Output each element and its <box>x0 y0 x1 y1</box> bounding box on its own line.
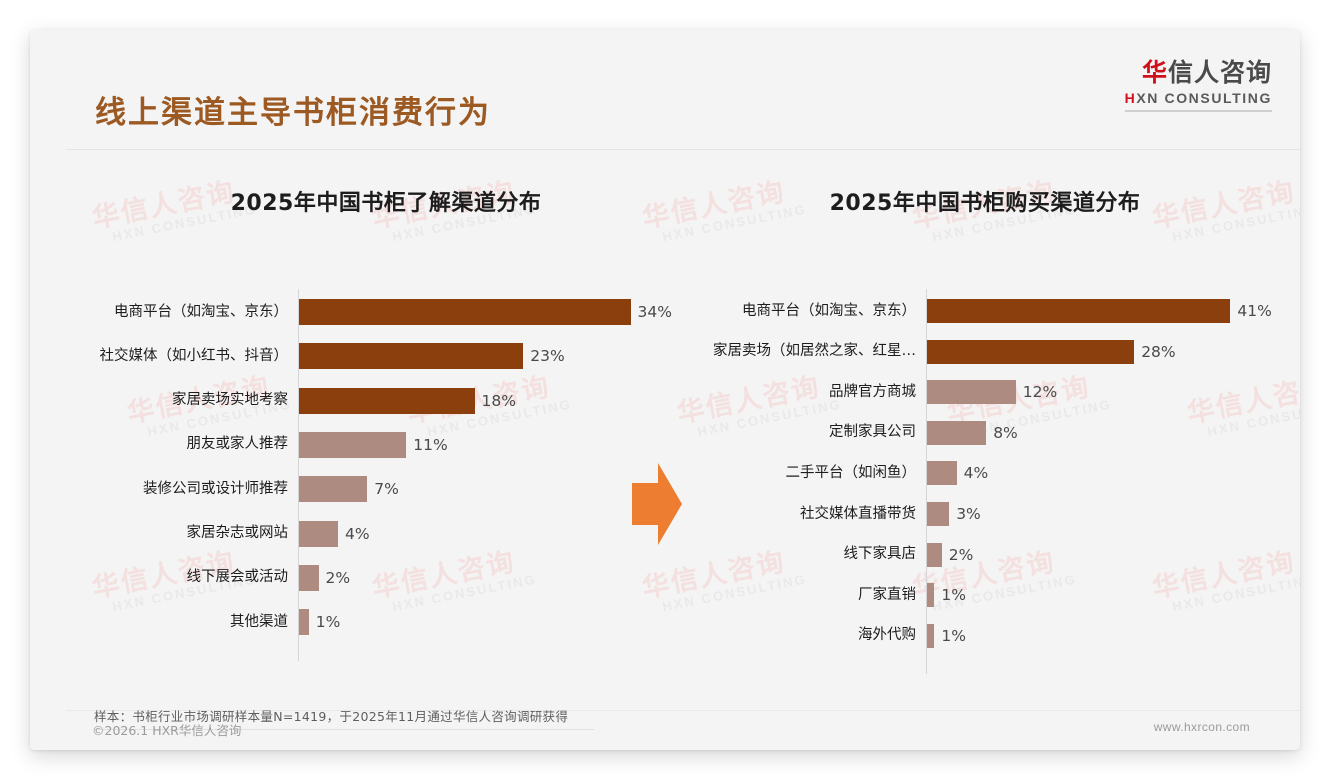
chart-bar-row: 线下家具店 2% <box>670 542 1300 567</box>
bar-category-label: 家居卖场实地考察 <box>172 392 288 409</box>
bar <box>927 502 950 526</box>
bar <box>299 609 309 636</box>
bar <box>927 380 1016 405</box>
bar <box>299 476 368 503</box>
chart-bar-row: 社交媒体（如小红书、抖音） 23% <box>66 343 706 370</box>
bar <box>927 299 1231 323</box>
logo-chars-rest: 信人咨询 <box>1167 59 1272 87</box>
bar <box>299 343 524 370</box>
bar-category-label: 品牌官方商城 <box>829 383 916 400</box>
bar-value-label: 12% <box>1022 383 1058 402</box>
bar <box>927 623 935 648</box>
chart-bar-row: 二手平台（如闲鱼） 4% <box>670 461 1300 486</box>
bar <box>927 542 942 567</box>
bar <box>299 431 407 458</box>
bar <box>927 420 987 445</box>
chart-bar-row: 家居卖场实地考察 18% <box>66 387 706 414</box>
chart-bar-row: 装修公司或设计师推荐 7% <box>66 476 706 503</box>
bar-category-label: 定制家具公司 <box>829 424 916 441</box>
bar-value-label: 3% <box>956 505 981 523</box>
bar-value-label: 2% <box>325 568 351 587</box>
bar-category-label: 家居杂志或网站 <box>186 525 289 541</box>
bar-value-label: 23% <box>530 347 565 366</box>
bar <box>299 299 631 325</box>
chart-axis <box>926 289 927 675</box>
chart-bar-row: 定制家具公司 8% <box>670 420 1300 445</box>
chart-bar-row: 家居卖场（如居然之家、红星… 28% <box>670 339 1300 364</box>
bar-value-label: 1% <box>941 626 966 645</box>
bar <box>299 387 475 414</box>
bar-category-label: 线下展会或活动 <box>186 569 289 586</box>
header-divider <box>66 149 1300 150</box>
bar-category-label: 二手平台（如闲鱼） <box>785 464 917 481</box>
bar-value-label: 34% <box>637 303 672 321</box>
bar <box>927 583 935 608</box>
logo-english: HXN CONSULTING <box>1125 90 1272 106</box>
bar-value-label: 7% <box>374 480 399 499</box>
bar-value-label: 41% <box>1237 302 1272 320</box>
bar-category-label: 其他渠道 <box>230 613 288 630</box>
logo-char-hua: 华 <box>1141 59 1168 87</box>
bar-value-label: 4% <box>345 524 370 543</box>
logo-en-rest: XN CONSULTING <box>1136 89 1272 106</box>
chart-title-purchase: 2025年中国书柜购买渠道分布 <box>829 191 1141 216</box>
bar-category-label: 海外代购 <box>858 627 916 644</box>
bar-value-label: 1% <box>315 613 341 632</box>
chart-bar-row: 电商平台（如淘宝、京东） 34% <box>66 299 706 325</box>
logo-chinese: 华信人咨询 <box>1125 59 1272 88</box>
company-logo: 华信人咨询 HXN CONSULTING <box>1124 59 1272 112</box>
bar-category-label: 电商平台（如淘宝、京东） <box>114 303 288 320</box>
bar-category-label: 社交媒体直播带货 <box>800 505 916 522</box>
chart-bar-row: 品牌官方商城 12% <box>670 380 1300 405</box>
page-title: 线上渠道主导书柜消费行为 <box>95 95 491 131</box>
chart-bar-row: 家居杂志或网站 4% <box>66 520 706 547</box>
bar-value-label: 4% <box>963 464 989 483</box>
footer-divider <box>66 710 1300 711</box>
chart-plot-purchase: 电商平台（如淘宝、京东） 41% 家居卖场（如居然之家、红星… 28% 品牌官方商城 12… <box>670 217 1300 675</box>
bar-category-label: 厂家直销 <box>858 586 916 603</box>
website-text: www.hxrcon.com <box>1153 720 1250 734</box>
slide-header: 线上渠道主导书柜消费行为 华信人咨询 HXN CONSULTING <box>30 30 1300 131</box>
chart-bar-row: 线下展会或活动 2% <box>66 564 706 591</box>
source-note: 样本：书柜行业市场调研样本量N=1419，于2025年11月通过华信人咨询调研获… <box>94 709 569 724</box>
chart-plot-awareness: 电商平台（如淘宝、京东） 34% 社交媒体（如小红书、抖音） 23% 家居卖场实地考察 1… <box>66 217 706 662</box>
bar-category-label: 朋友或家人推荐 <box>186 436 289 453</box>
bar-value-label: 1% <box>941 586 966 605</box>
bar-category-label: 家居卖场（如居然之家、红星… <box>713 343 916 360</box>
chart-axis <box>298 289 299 662</box>
bar-value-label: 18% <box>481 391 516 410</box>
bar <box>299 520 338 547</box>
bar-category-label: 社交媒体（如小红书、抖音） <box>99 347 289 364</box>
chart-bar-row: 朋友或家人推荐 11% <box>66 431 706 458</box>
source-underline <box>94 729 594 730</box>
bar <box>927 339 1135 364</box>
bar-value-label: 28% <box>1141 342 1176 361</box>
chart-panel-purchase: 2025年中国书柜购买渠道分布 电商平台（如淘宝、京东） 41% 家居卖场（如居然之… <box>670 185 1300 675</box>
bar-value-label: 2% <box>948 545 974 564</box>
chart-bar-row: 社交媒体直播带货 3% <box>670 502 1300 526</box>
chart-bar-row: 厂家直销 1% <box>670 583 1300 608</box>
chart-title-awareness: 2025年中国书柜了解渠道分布 <box>230 191 542 216</box>
bar-category-label: 装修公司或设计师推荐 <box>143 480 288 497</box>
bar-category-label: 电商平台（如淘宝、京东） <box>742 302 916 319</box>
logo-en-h: H <box>1124 89 1137 106</box>
chart-panel-awareness: 2025年中国书柜了解渠道分布 电商平台（如淘宝、京东） 34% 社交媒体（如小红书… <box>66 185 706 662</box>
logo-underline <box>1124 109 1272 112</box>
chart-bar-row: 其他渠道 1% <box>66 609 706 636</box>
copyright-text: ©2026.1 HXR华信人咨询 <box>92 723 242 738</box>
bar-value-label: 8% <box>993 423 1018 442</box>
bar <box>299 564 319 591</box>
chart-bar-row: 电商平台（如淘宝、京东） 41% <box>670 299 1300 323</box>
right-arrow-icon <box>632 463 682 545</box>
slide-card: 华信人咨询 HXN CONSULTING 华信人咨询 HXN CONSULTING 华信… <box>30 30 1300 750</box>
bar-value-label: 11% <box>413 435 448 454</box>
bar-category-label: 线下家具店 <box>843 546 917 563</box>
bar <box>927 461 957 486</box>
chart-bar-row: 海外代购 1% <box>670 623 1300 648</box>
